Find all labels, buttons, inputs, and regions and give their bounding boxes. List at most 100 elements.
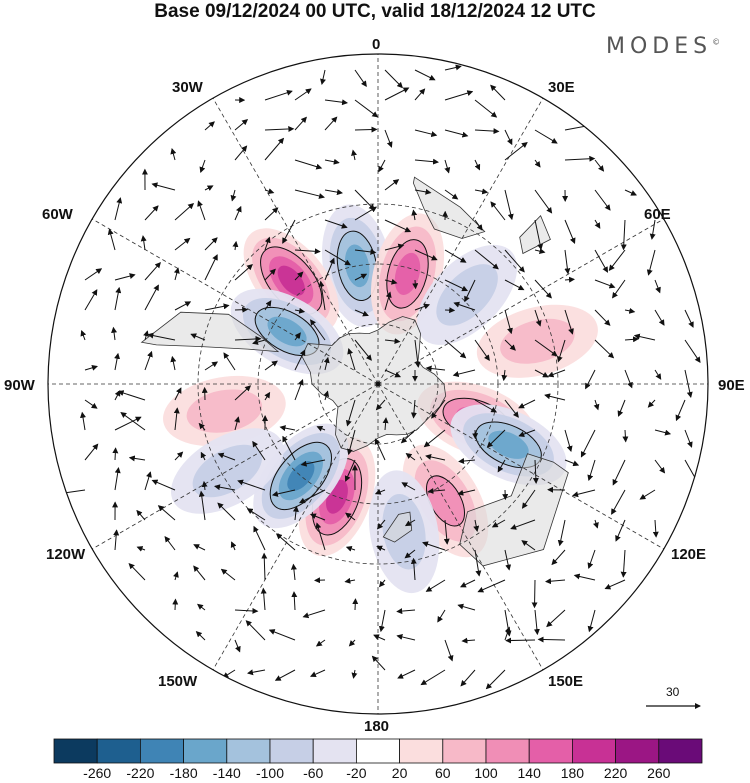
wind-vector — [315, 639, 326, 647]
wind-vector — [404, 519, 416, 527]
wind-vector — [546, 609, 566, 628]
wind-vector — [294, 307, 306, 314]
wind-vector — [324, 249, 351, 266]
wind-vector — [291, 591, 298, 611]
wind-vector — [113, 529, 120, 551]
wind-vector — [587, 609, 596, 633]
wind-vector — [594, 219, 601, 229]
wind-vector — [504, 141, 528, 161]
meridian-line — [92, 383, 379, 550]
wind-vector — [290, 563, 297, 581]
wind-vector — [504, 279, 525, 291]
wind-vector — [204, 121, 215, 131]
wind-vector — [580, 429, 596, 458]
wind-vector — [684, 339, 701, 364]
wind-vector — [294, 378, 304, 401]
wind-vector — [201, 480, 208, 491]
wind-vector — [324, 158, 340, 165]
wind-vector — [111, 326, 118, 341]
wind-vector — [294, 159, 323, 170]
modes-logo: MODES© — [606, 34, 720, 59]
wind-vector — [232, 240, 239, 251]
wind-vector — [376, 519, 386, 530]
wind-vector — [151, 182, 176, 191]
wind-vector — [253, 525, 266, 551]
wind-vector — [264, 300, 272, 311]
colorbar-tick-label: -140 — [212, 765, 241, 781]
wind-vector — [537, 636, 566, 643]
wind-vector — [604, 579, 626, 590]
meridian-line — [212, 383, 379, 670]
wind-vector — [299, 489, 326, 504]
wind-vector — [234, 639, 241, 653]
wind-vector — [344, 459, 356, 482]
wind-vector — [460, 669, 476, 687]
wind-vector — [411, 209, 418, 221]
lon-label-0: 0 — [372, 36, 381, 53]
wind-vector — [214, 484, 236, 491]
wind-vector — [427, 488, 446, 495]
wind-vector — [204, 303, 230, 311]
lon-label-120e: 120E — [671, 546, 707, 563]
wind-vector — [490, 84, 506, 101]
wind-vector — [551, 549, 566, 566]
wind-vector — [624, 307, 636, 314]
wind-vector — [174, 203, 195, 221]
wind-vector — [505, 637, 536, 644]
wind-vector — [425, 579, 446, 592]
wind-vector — [195, 631, 206, 641]
wind-vector — [534, 219, 544, 251]
wind-vector — [264, 137, 285, 161]
wind-vector — [354, 99, 379, 118]
wind-vector — [384, 87, 410, 101]
wind-vector — [354, 248, 377, 255]
lon-label-150e: 150E — [548, 673, 584, 690]
wind-vector — [585, 369, 596, 390]
wind-vector — [457, 489, 476, 496]
colorbar-tick-label: 220 — [603, 765, 628, 781]
meridian-line — [377, 383, 544, 670]
wind-vector — [294, 88, 312, 101]
wind-vector — [234, 119, 249, 131]
wind-vector — [114, 286, 122, 311]
colorbar-tick-label: -20 — [346, 765, 367, 781]
south-pole-dot — [375, 381, 381, 387]
wind-vector — [477, 579, 506, 593]
wind-vector — [564, 309, 574, 335]
wind-vector — [684, 369, 693, 398]
map-title: Base 09/12/2024 00 UTC, valid 18/12/2024… — [154, 1, 596, 22]
wind-vector — [612, 279, 626, 299]
south-america — [140, 311, 280, 353]
meridian-line — [377, 383, 664, 550]
wind-vector — [234, 145, 248, 161]
wind-vector — [594, 279, 616, 289]
wind-vector — [282, 219, 296, 244]
wind-vector — [624, 189, 638, 196]
wind-vector — [444, 159, 451, 174]
wind-vector — [534, 279, 552, 299]
wind-vector — [654, 459, 666, 474]
wind-vector — [384, 69, 404, 89]
wind-vector — [654, 429, 672, 436]
wind-vector — [378, 579, 386, 588]
wind-vector — [491, 519, 506, 528]
wind-vector — [230, 541, 237, 551]
wind-vector — [114, 467, 121, 491]
wind-vector — [684, 309, 694, 328]
brand-text: MODES — [606, 34, 713, 59]
wind-vector — [521, 540, 536, 551]
wind-vector — [376, 545, 386, 552]
meridian-line — [377, 218, 664, 385]
wind-vector — [143, 330, 149, 341]
wind-vector — [345, 545, 356, 552]
lon-label-180: 180 — [364, 718, 390, 735]
wind-vector — [405, 453, 416, 461]
wind-vector — [474, 399, 498, 413]
wind-vector — [564, 219, 576, 245]
wind-vector — [384, 369, 402, 378]
anomaly-center — [253, 423, 349, 529]
wind-vector — [384, 129, 393, 148]
wind-vector — [234, 416, 241, 431]
wind-vector — [318, 280, 326, 311]
